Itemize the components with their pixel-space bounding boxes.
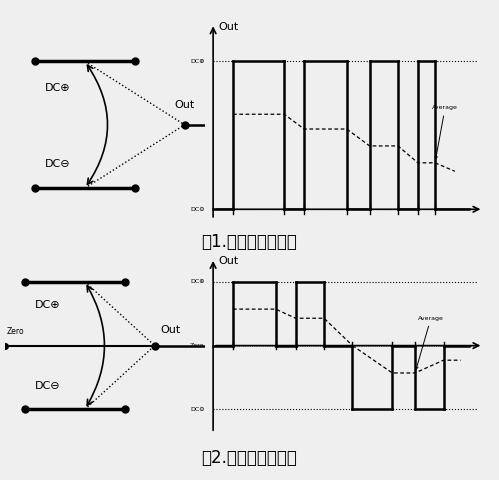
Text: Out: Out	[175, 100, 195, 110]
Text: Out: Out	[161, 325, 181, 335]
Text: Out: Out	[219, 255, 239, 265]
Text: DC⊖: DC⊖	[45, 158, 70, 168]
Text: 图1.两电平拓扑结构: 图1.两电平拓扑结构	[202, 233, 297, 252]
Text: Average: Average	[416, 316, 444, 369]
Text: DC⊖: DC⊖	[35, 381, 60, 391]
Text: Average: Average	[432, 106, 458, 159]
Text: DC⊖: DC⊖	[190, 207, 205, 212]
Text: Zero: Zero	[7, 327, 24, 336]
Text: DC⊕: DC⊕	[190, 279, 205, 284]
Text: DC⊕: DC⊕	[35, 300, 60, 310]
Text: Out: Out	[219, 22, 239, 32]
Text: DC⊕: DC⊕	[45, 83, 70, 93]
Text: Zero: Zero	[190, 343, 205, 348]
Text: DC⊖: DC⊖	[190, 407, 205, 412]
Text: DC⊕: DC⊕	[190, 59, 205, 64]
Text: 图2.三电平拓扑结构: 图2.三电平拓扑结构	[202, 449, 297, 468]
